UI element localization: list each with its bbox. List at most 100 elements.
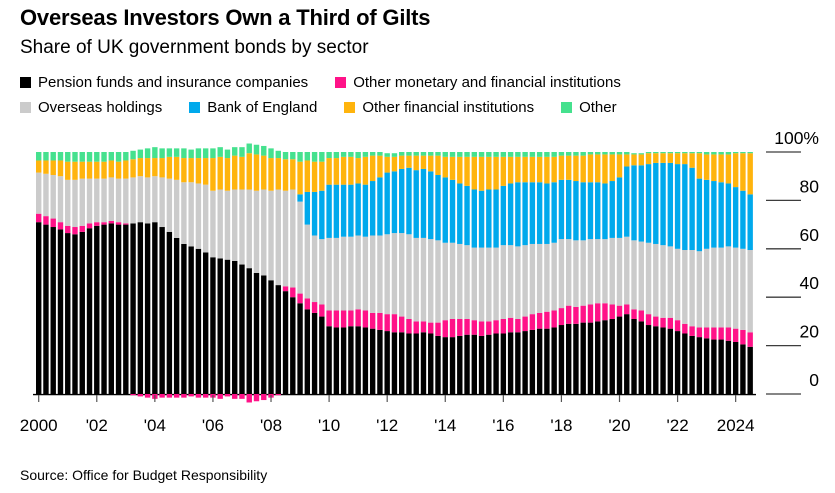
- bar-segment: [159, 158, 165, 178]
- bar-segment: [428, 171, 434, 240]
- bar-segment: [667, 153, 674, 163]
- bar-segment: [587, 182, 594, 240]
- bar-segment: [72, 152, 78, 162]
- bar-segment: [718, 339, 724, 394]
- bar-segment: [689, 153, 695, 168]
- x-tick-label: '06: [202, 416, 224, 435]
- bar-segment: [108, 223, 114, 394]
- bar-segment: [130, 159, 136, 178]
- bar-segment: [471, 156, 477, 190]
- bar-segment: [667, 328, 674, 394]
- bar-segment: [711, 154, 717, 182]
- bar-segment: [660, 153, 666, 163]
- bar-segment: [173, 148, 180, 157]
- bar-segment: [188, 149, 194, 159]
- bar-segment: [144, 158, 151, 178]
- bar-segment: [297, 194, 303, 202]
- bar-segment: [645, 242, 652, 315]
- bar-segment: [551, 182, 557, 243]
- source-note: Source: Office for Budget Responsibility: [20, 467, 268, 483]
- bar-segment: [602, 320, 608, 394]
- bar-segment: [36, 213, 42, 223]
- bar-segment: [449, 318, 456, 338]
- bar-segment: [399, 316, 405, 333]
- bar-segment: [94, 161, 100, 179]
- bar-segment: [355, 183, 361, 236]
- bar-segment: [413, 333, 419, 394]
- bar-segment: [268, 190, 274, 281]
- bar-segment: [253, 394, 260, 402]
- bar-segment: [413, 152, 419, 156]
- bar-segment: [304, 298, 311, 310]
- bar-segment: [304, 191, 311, 225]
- bar-segment: [333, 158, 340, 185]
- bar-segment: [558, 325, 565, 394]
- bar-segment: [522, 331, 528, 394]
- bar-segment: [486, 334, 492, 394]
- bar-segment: [580, 322, 586, 394]
- bar-segment: [159, 227, 165, 394]
- bar-segment: [638, 321, 644, 394]
- bar-segment: [718, 152, 724, 155]
- bar-segment: [660, 317, 666, 328]
- bar-segment: [638, 310, 644, 322]
- bar-segment: [326, 184, 332, 238]
- bar-segment: [159, 394, 165, 398]
- bar-segment: [297, 303, 303, 394]
- y-tick-label: 40: [800, 273, 820, 293]
- bar-segment: [391, 153, 398, 157]
- bar-segment: [282, 291, 289, 394]
- bar-segment: [253, 154, 260, 191]
- bar-segment: [261, 394, 267, 401]
- bar-segment: [173, 156, 180, 180]
- bar-segment: [747, 332, 753, 347]
- bar-segment: [653, 326, 659, 394]
- bar-segment: [384, 234, 390, 315]
- bar-segment: [94, 152, 100, 162]
- bar-segment: [442, 156, 448, 178]
- bar-segment: [348, 184, 354, 237]
- bar-segment: [573, 323, 579, 394]
- bar-segment: [507, 183, 514, 246]
- bar-segment: [529, 182, 536, 244]
- bar-segment: [595, 152, 601, 155]
- bar-segment: [674, 331, 681, 394]
- bar-segment: [333, 184, 340, 238]
- bar-segment: [551, 156, 557, 183]
- page-title: Overseas Investors Own a Third of Gilts: [20, 5, 431, 30]
- bar-segment: [435, 174, 441, 241]
- bar-segment: [536, 182, 543, 244]
- bar-segment: [420, 168, 427, 238]
- bar-segment: [595, 303, 601, 322]
- bar-segment: [261, 145, 267, 156]
- bar-segment: [202, 394, 209, 398]
- bar-segment: [740, 344, 746, 394]
- bar-segment: [79, 231, 85, 394]
- bar-segment: [449, 337, 456, 394]
- bar-segment: [616, 305, 623, 317]
- bar-segment: [428, 333, 434, 394]
- bar-segment: [36, 172, 42, 214]
- bar-segment: [616, 237, 623, 306]
- bar-segment: [609, 154, 615, 182]
- bar-segment: [711, 327, 717, 340]
- bar-segment: [616, 316, 623, 394]
- bar-segment: [493, 152, 499, 157]
- bar-segment: [268, 158, 274, 191]
- bar-segment: [624, 166, 630, 237]
- bar-segment: [689, 250, 695, 327]
- bar-segment: [108, 177, 114, 221]
- bar-segment: [152, 222, 158, 394]
- bar-segment: [261, 275, 267, 394]
- bar-segment: [457, 335, 463, 394]
- bar-segment: [638, 165, 644, 242]
- bar-segment: [369, 181, 376, 236]
- bar-segment: [123, 178, 129, 224]
- bar-segment: [624, 314, 630, 394]
- bar-segment: [471, 334, 477, 394]
- bar-segment: [696, 152, 703, 154]
- bar-segment: [529, 329, 536, 394]
- bar-segment: [536, 156, 543, 183]
- bar-segment: [529, 243, 536, 315]
